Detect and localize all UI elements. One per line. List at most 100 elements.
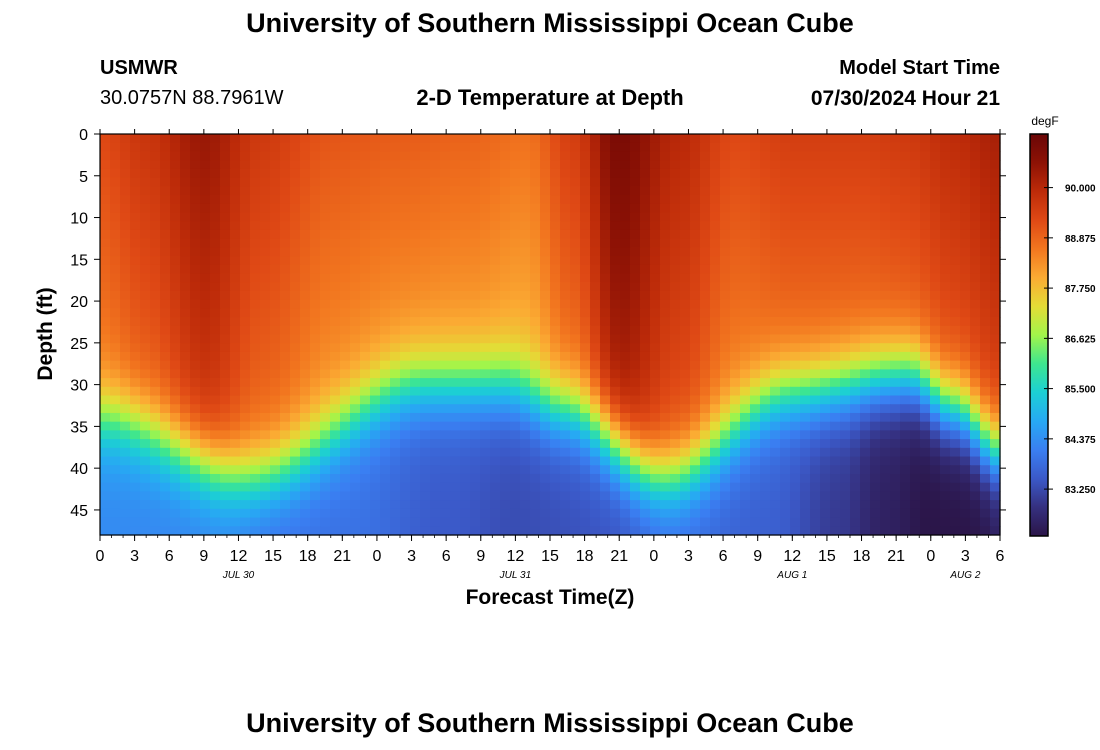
heatmap-cell bbox=[530, 378, 541, 388]
heatmap-cell bbox=[980, 308, 991, 318]
heatmap-cell bbox=[210, 412, 221, 423]
heatmap-cell bbox=[350, 264, 361, 275]
heatmap-cell bbox=[270, 273, 281, 283]
heatmap-cell bbox=[980, 404, 991, 414]
heatmap-cell bbox=[420, 360, 431, 370]
heatmap-cell bbox=[160, 334, 171, 344]
heatmap-cell bbox=[190, 264, 201, 275]
heatmap-cell bbox=[650, 500, 661, 510]
heatmap-cell bbox=[120, 282, 131, 292]
heatmap-cell bbox=[690, 212, 701, 222]
heatmap-cell bbox=[610, 299, 621, 309]
heatmap-cell bbox=[690, 395, 701, 405]
heatmap-cell bbox=[900, 317, 911, 327]
heatmap-cell bbox=[880, 473, 891, 484]
heatmap-cell bbox=[970, 160, 981, 170]
heatmap-cell bbox=[970, 168, 981, 179]
heatmap-cell bbox=[350, 517, 361, 527]
heatmap-cell bbox=[900, 290, 911, 301]
heatmap-cell bbox=[840, 404, 851, 414]
heatmap-cell bbox=[590, 500, 601, 510]
heatmap-cell bbox=[130, 447, 141, 458]
heatmap-cell bbox=[930, 264, 941, 275]
heatmap-cell bbox=[300, 508, 311, 519]
heatmap-cell bbox=[610, 203, 621, 214]
heatmap-cell bbox=[330, 473, 341, 484]
heatmap-cell bbox=[270, 134, 281, 144]
heatmap-cell bbox=[680, 395, 691, 405]
heatmap-cell bbox=[990, 430, 1001, 440]
heatmap-cell bbox=[740, 212, 751, 222]
heatmap-cell bbox=[210, 325, 221, 336]
heatmap-cell bbox=[560, 168, 571, 179]
heatmap-cell bbox=[780, 526, 791, 536]
heatmap-cell bbox=[470, 168, 481, 179]
heatmap-cell bbox=[250, 465, 261, 475]
heatmap-cell bbox=[190, 395, 201, 405]
heatmap-cell bbox=[190, 168, 201, 179]
heatmap-cell bbox=[480, 500, 491, 510]
heatmap-cell bbox=[290, 378, 301, 388]
heatmap-cell bbox=[560, 412, 571, 423]
heatmap-cell bbox=[840, 325, 851, 336]
heatmap-cell bbox=[990, 508, 1001, 519]
heatmap-cell bbox=[800, 404, 811, 414]
heatmap-cell bbox=[580, 282, 591, 292]
heatmap-cell bbox=[760, 308, 771, 318]
heatmap-cell bbox=[990, 334, 1001, 344]
heatmap-cell bbox=[590, 308, 601, 318]
heatmap-cell bbox=[370, 343, 381, 353]
heatmap-cell bbox=[160, 412, 171, 423]
heatmap-cell bbox=[130, 290, 141, 301]
heatmap-cell bbox=[890, 299, 901, 309]
heatmap-cell bbox=[920, 212, 931, 222]
heatmap-cell bbox=[480, 238, 491, 248]
heatmap-cell bbox=[560, 290, 571, 301]
heatmap-cell bbox=[400, 186, 411, 196]
heatmap-cell bbox=[940, 508, 951, 519]
heatmap-cell bbox=[610, 491, 621, 501]
heatmap-cell bbox=[480, 282, 491, 292]
heatmap-cell bbox=[970, 412, 981, 423]
heatmap-cell bbox=[130, 247, 141, 257]
heatmap-cell bbox=[670, 421, 681, 431]
heatmap-cell bbox=[930, 238, 941, 248]
heatmap-cell bbox=[130, 264, 141, 275]
heatmap-cell bbox=[870, 395, 881, 405]
heatmap-cell bbox=[650, 247, 661, 257]
heatmap-cell bbox=[190, 221, 201, 231]
heatmap-cell bbox=[800, 290, 811, 301]
heatmap-cell bbox=[420, 456, 431, 466]
heatmap-cell bbox=[970, 177, 981, 187]
heatmap-cell bbox=[190, 256, 201, 266]
heatmap-cell bbox=[670, 282, 681, 292]
heatmap-cell bbox=[400, 151, 411, 161]
heatmap-cell bbox=[190, 447, 201, 458]
heatmap-cell bbox=[530, 465, 541, 475]
heatmap-cell bbox=[850, 212, 861, 222]
heatmap-cell bbox=[200, 482, 211, 493]
heatmap-cell bbox=[920, 134, 931, 144]
model-start-label: Model Start Time bbox=[839, 57, 1000, 79]
heatmap-cell bbox=[620, 264, 631, 275]
heatmap-cell bbox=[160, 325, 171, 336]
heatmap-cell bbox=[650, 456, 661, 466]
heatmap-cell bbox=[390, 395, 401, 405]
heatmap-cell bbox=[130, 151, 141, 161]
heatmap-cell bbox=[430, 282, 441, 292]
heatmap-cell bbox=[850, 247, 861, 257]
heatmap-cell bbox=[750, 421, 761, 431]
heatmap-cell bbox=[370, 151, 381, 161]
heatmap-cell bbox=[880, 378, 891, 388]
heatmap-cell bbox=[500, 404, 511, 414]
heatmap-cell bbox=[800, 325, 811, 336]
heatmap-cell bbox=[390, 229, 401, 240]
heatmap-cell bbox=[730, 482, 741, 493]
heatmap-cell bbox=[830, 421, 841, 431]
heatmap-cell bbox=[160, 203, 171, 214]
heatmap-cell bbox=[320, 177, 331, 187]
heatmap-cell bbox=[470, 430, 481, 440]
heatmap-cell bbox=[200, 134, 211, 144]
heatmap-cell bbox=[300, 221, 311, 231]
heatmap-cell bbox=[580, 500, 591, 510]
